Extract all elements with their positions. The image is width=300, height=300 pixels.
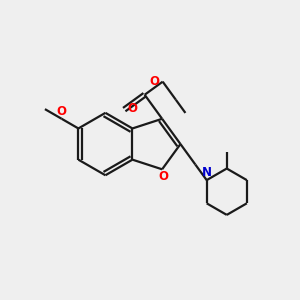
Text: N: N (202, 166, 212, 179)
Text: O: O (149, 75, 159, 88)
Text: O: O (159, 170, 169, 183)
Text: O: O (128, 102, 137, 115)
Text: O: O (57, 105, 67, 118)
